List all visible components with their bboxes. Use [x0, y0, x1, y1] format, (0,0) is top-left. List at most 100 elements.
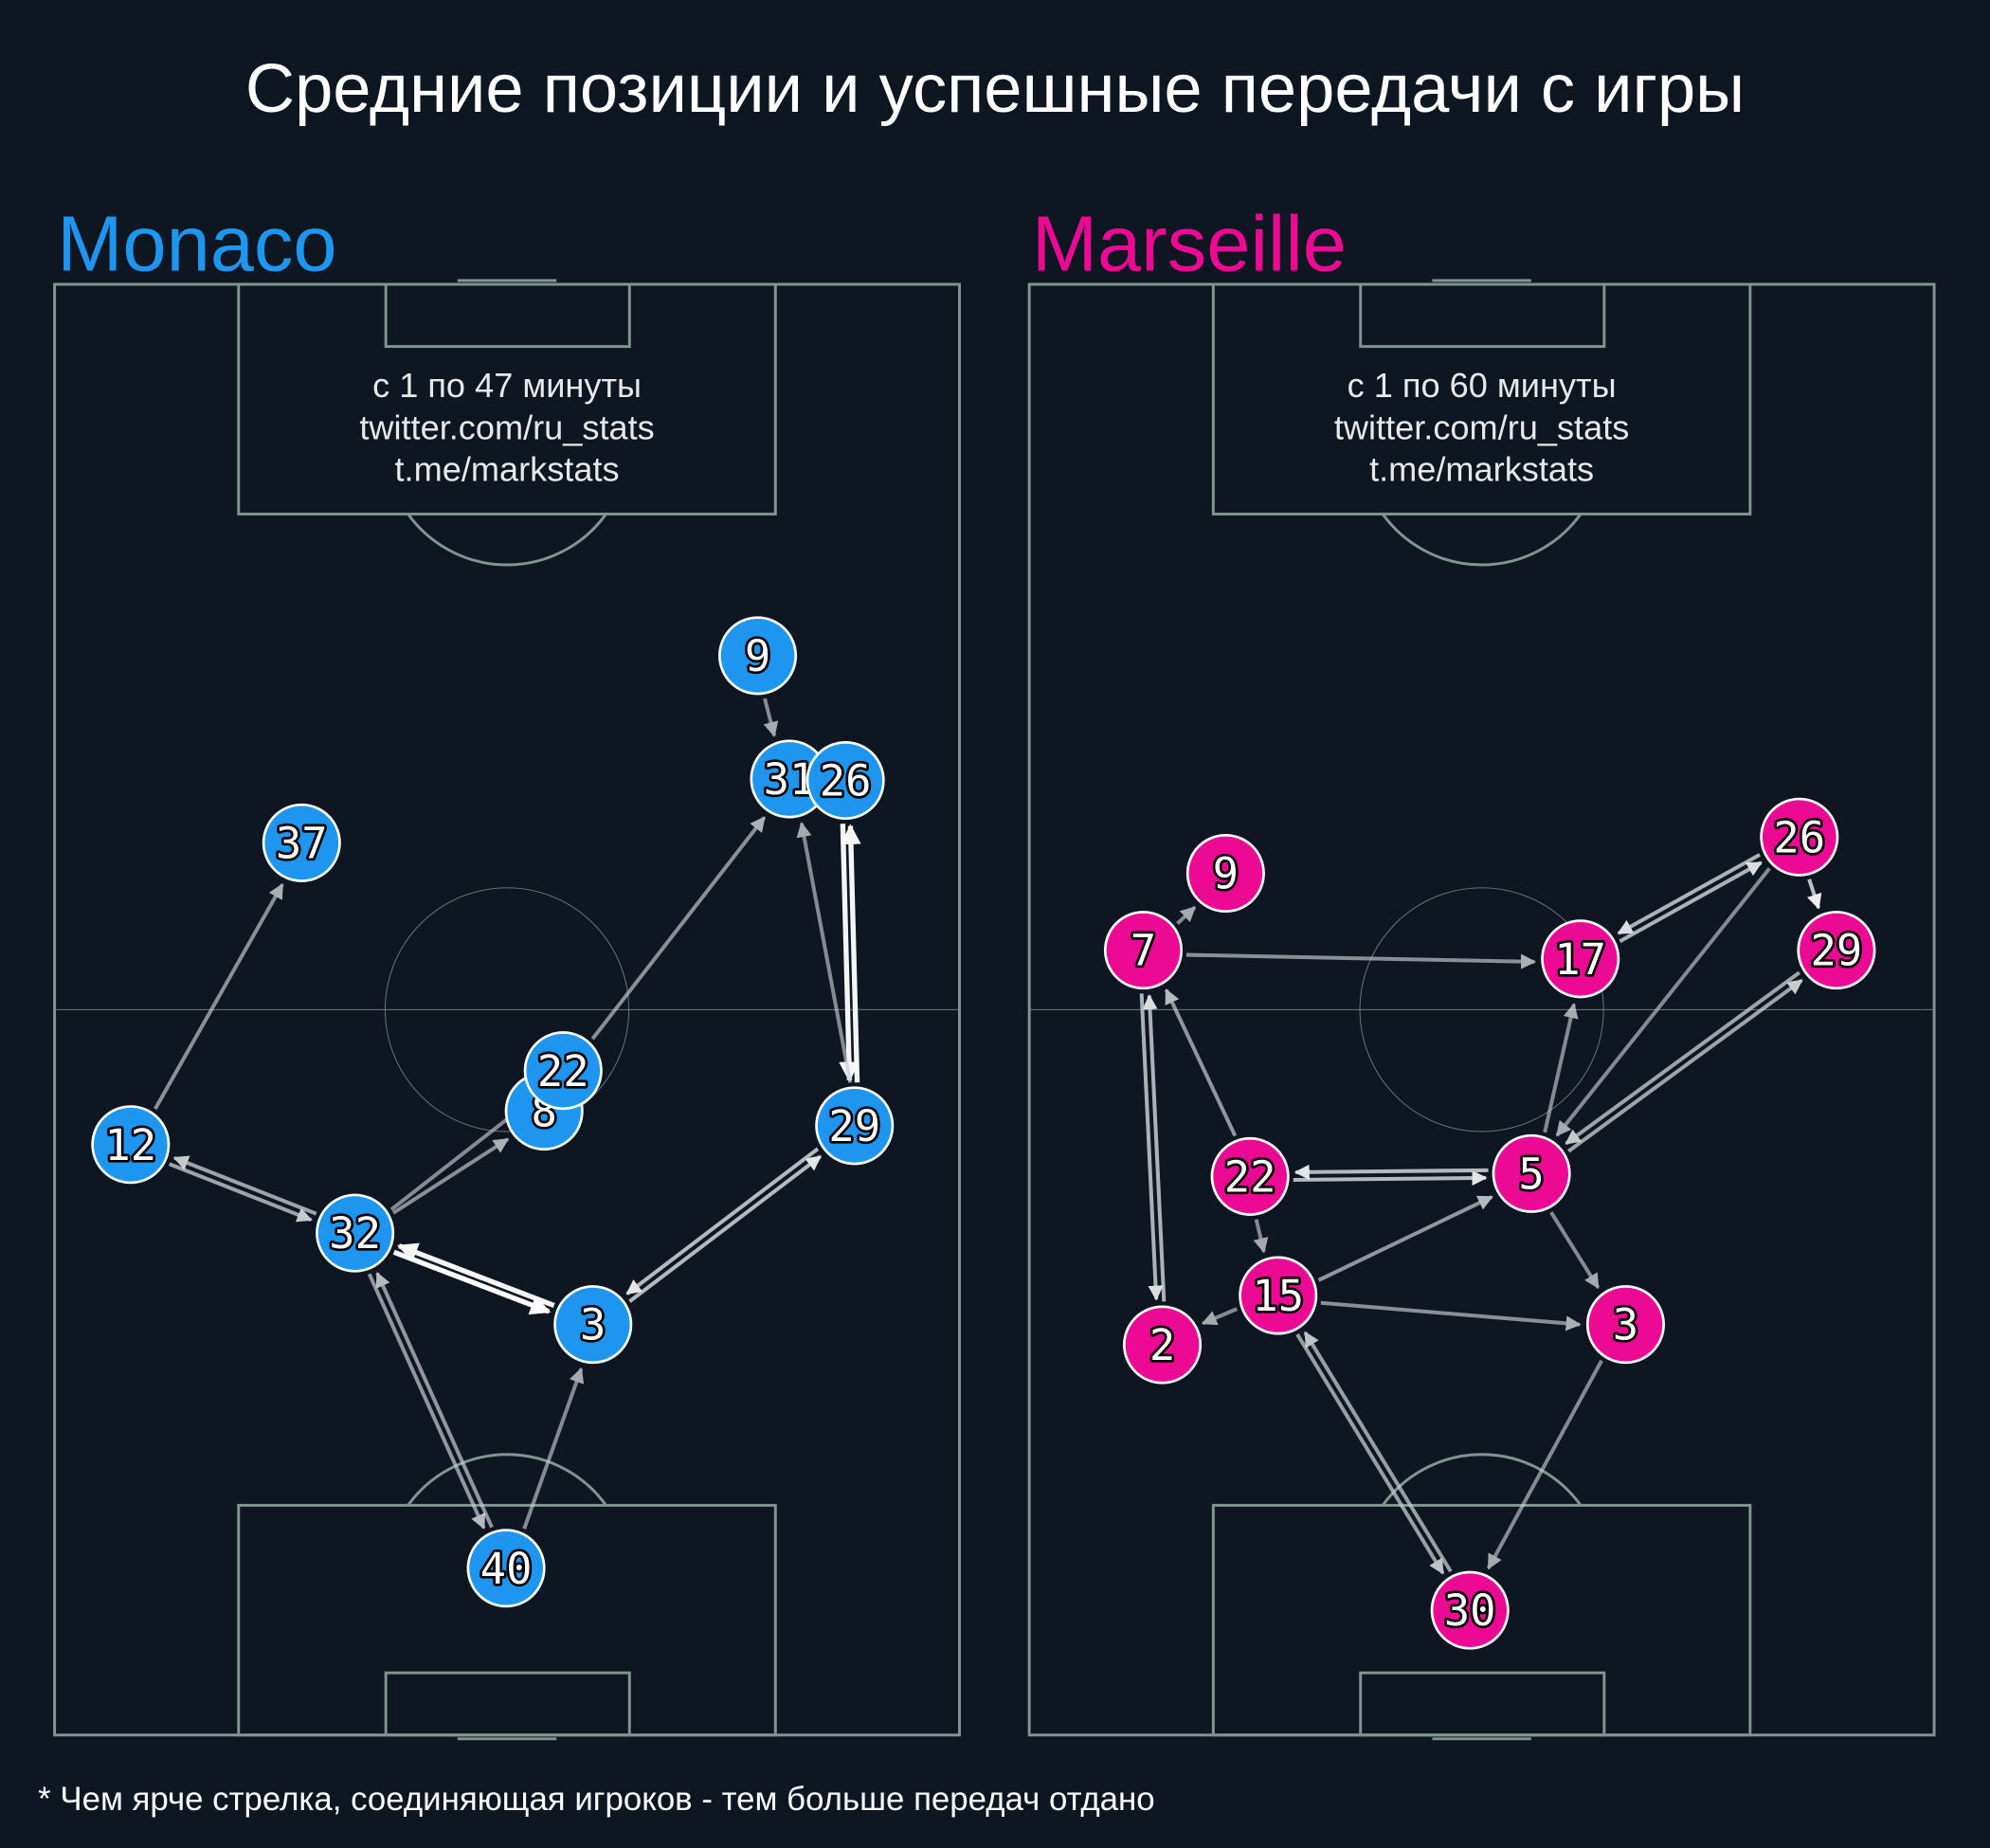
player-marker-3: 3 [553, 1285, 633, 1365]
pass-arrow-29-to-26 [841, 824, 861, 1083]
pass-arrow-26-to-5 [1555, 867, 1771, 1137]
pass-arrow-12-to-37 [154, 882, 284, 1111]
info-line: twitter.com/ru_stats [1334, 408, 1629, 446]
player-dot [523, 1031, 603, 1111]
pass-arrow-32-to-3 [392, 1249, 552, 1315]
player-marker-12: 12 [91, 1105, 171, 1185]
pass-arrow-22-to-31 [590, 816, 767, 1041]
pass-arrow-5-to-17 [1543, 1003, 1579, 1133]
pass-arrow-7-to-2 [1139, 993, 1164, 1301]
pass-arrow-3-to-32 [397, 1242, 555, 1309]
pass-arrow-40-to-32 [375, 1271, 494, 1529]
player-dot [1239, 1256, 1318, 1335]
player-marker-17: 17 [1541, 919, 1620, 999]
player-number: 7 [1131, 926, 1156, 976]
player-number: 26 [1773, 812, 1825, 862]
player-number: 15 [1252, 1271, 1304, 1321]
pass-arrow-22-to-15 [1253, 1219, 1269, 1254]
player-dot [1760, 797, 1839, 877]
player-dot [1103, 911, 1183, 990]
player-marker-32: 32 [316, 1193, 395, 1273]
pass-arrow-5-to-3 [1549, 1211, 1601, 1290]
player-marker-7: 7 [1103, 911, 1183, 990]
player-number: 3 [580, 1300, 606, 1350]
player-marker-37: 37 [262, 803, 341, 882]
pass-arrow-15-to-5 [1317, 1195, 1493, 1282]
player-number: 30 [1444, 1585, 1496, 1636]
pass-arrow-2-to-7 [1142, 993, 1167, 1302]
player-number: 12 [104, 1120, 156, 1170]
player-marker-9: 9 [1185, 833, 1265, 914]
info-line: t.me/markstats [395, 450, 620, 489]
player-marker-30: 30 [1430, 1570, 1510, 1650]
passes [154, 698, 861, 1530]
player-dot [1430, 1570, 1510, 1650]
pass-arrow-5-to-29 [1567, 978, 1803, 1153]
player-marker-22: 22 [1210, 1136, 1290, 1216]
pass-arrow-32-to-40 [367, 1273, 486, 1530]
player-marker-29: 29 [815, 1086, 895, 1166]
player-number: 29 [1811, 926, 1863, 976]
player-dot [316, 1193, 395, 1273]
pitch-lines [1027, 279, 1936, 1741]
pass-arrow-15-to-2 [1201, 1307, 1239, 1326]
player-number: 17 [1554, 934, 1606, 985]
player-dot [1492, 1133, 1571, 1213]
pass-arrow-22-to-7 [1164, 988, 1238, 1137]
player-dot [1797, 911, 1876, 990]
player-dot [91, 1105, 171, 1185]
player-marker-3: 3 [1585, 1285, 1665, 1365]
player-number: 22 [537, 1046, 589, 1096]
player-number: 37 [276, 818, 328, 868]
pass-arrow-26-to-17 [1617, 853, 1762, 935]
info-line: t.me/markstats [1369, 450, 1594, 489]
player-marker-15: 15 [1239, 1256, 1318, 1335]
pass-arrow-22-to-5 [1293, 1170, 1488, 1187]
player-marker-26: 26 [1760, 797, 1839, 877]
player-marker-5: 5 [1492, 1133, 1571, 1213]
pass-arrow-7-to-9 [1176, 905, 1197, 925]
player-dot [1585, 1285, 1665, 1365]
pass-arrow-32-to-12 [172, 1155, 317, 1216]
pass-arrow-15-to-3 [1320, 1300, 1582, 1332]
player-number: 32 [329, 1208, 381, 1259]
pass-arrow-29-to-3 [625, 1147, 820, 1295]
player-dot [1185, 833, 1265, 914]
info-line: twitter.com/ru_stats [359, 408, 654, 446]
player-dot [466, 1529, 546, 1608]
pass-arrow-32-to-8 [391, 1137, 510, 1215]
player-dot [805, 741, 885, 821]
player-number: 9 [1213, 849, 1239, 899]
pass-arrow-5-to-22 [1294, 1164, 1489, 1180]
pass-arrow-12-to-32 [168, 1162, 313, 1223]
pitch-lines [53, 279, 961, 1741]
pass-arrow-30-to-15 [1303, 1331, 1453, 1573]
pass-arrow-29-to-31 [796, 822, 853, 1083]
player-marker-22: 22 [523, 1031, 603, 1111]
team-name: Marseille [1032, 199, 1347, 287]
pass-arrow-29-to-5 [1565, 970, 1801, 1146]
pitch-panel-monaco: Monaco с 1 по 47 минутыtwitter.com/ru_sta… [53, 199, 961, 1741]
pass-arrow-17-to-26 [1619, 861, 1764, 943]
chart-title: Средние позиции и успешные передачи с иг… [245, 51, 1745, 127]
player-marker-9: 9 [718, 616, 798, 696]
player-number: 29 [828, 1101, 880, 1151]
passes [1139, 853, 1822, 1575]
player-marker-26: 26 [805, 741, 885, 821]
player-marker-29: 29 [1797, 911, 1876, 990]
pass-arrow-9-to-31 [763, 698, 779, 737]
player-number: 3 [1613, 1300, 1638, 1350]
player-marker-2: 2 [1123, 1305, 1203, 1385]
pass-arrow-40-to-3 [522, 1367, 585, 1530]
player-number: 2 [1149, 1320, 1175, 1370]
info-line: с 1 по 47 минуты [372, 366, 642, 405]
player-marker-40: 40 [466, 1529, 546, 1608]
pass-arrow-7-to-17 [1185, 952, 1537, 969]
pass-arrow-26-to-29 [839, 824, 859, 1082]
player-number: 40 [480, 1544, 533, 1594]
player-dot [1541, 919, 1620, 999]
player-number: 5 [1518, 1149, 1544, 1199]
pitch-panel-marseille: Marseille с 1 по 60 минутыtwitter.com/ru_… [1027, 199, 1936, 1741]
player-number: 9 [745, 631, 770, 681]
